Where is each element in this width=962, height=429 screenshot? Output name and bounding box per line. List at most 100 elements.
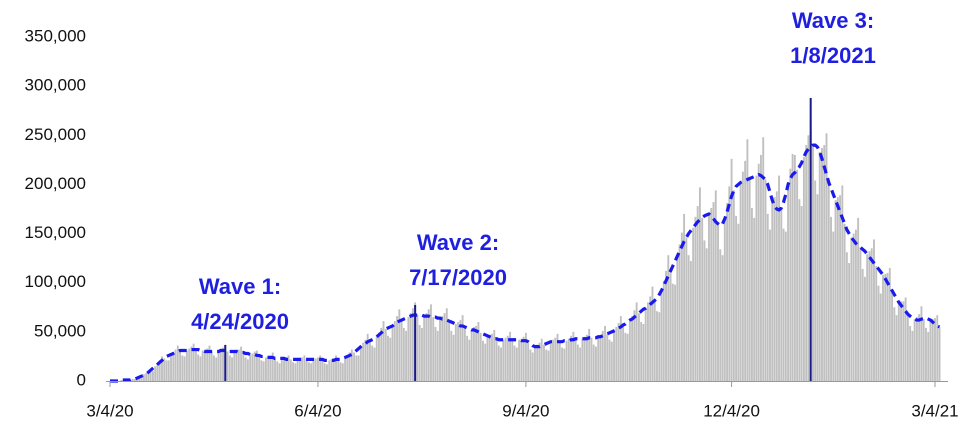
bar: [430, 304, 432, 381]
bar: [531, 352, 534, 381]
bar: [674, 284, 677, 381]
bar: [762, 137, 765, 381]
bar: [154, 366, 157, 381]
bar: [843, 223, 846, 381]
bar: [680, 232, 683, 381]
bar: [938, 326, 941, 381]
bar: [158, 360, 161, 381]
bar: [298, 358, 301, 381]
bar: [418, 324, 421, 381]
bar: [393, 321, 396, 381]
bar: [165, 360, 168, 381]
bar: [133, 379, 136, 381]
bar: [167, 360, 170, 381]
bar: [644, 308, 647, 381]
bar: [416, 315, 419, 381]
bar: [292, 362, 295, 381]
bar: [353, 352, 356, 381]
bar: [554, 337, 557, 381]
bar: [906, 314, 909, 381]
bar: [326, 364, 328, 381]
bar: [545, 349, 548, 381]
bar: [380, 327, 383, 381]
bar: [895, 315, 898, 381]
bar: [701, 217, 704, 381]
bar: [823, 145, 826, 381]
bar: [628, 320, 631, 381]
bar: [172, 352, 175, 381]
bar: [328, 360, 331, 381]
bar: [436, 330, 439, 381]
bar: [237, 349, 240, 381]
bar: [870, 248, 873, 381]
bar: [194, 349, 197, 381]
bar: [782, 228, 785, 381]
bar: [251, 353, 254, 381]
bar: [310, 363, 313, 381]
bar: [484, 343, 487, 381]
bar: [619, 316, 622, 381]
bar: [529, 349, 532, 381]
bar: [509, 331, 512, 381]
x-tick-label: 3/4/21: [911, 401, 958, 420]
bar: [402, 327, 405, 381]
bar: [624, 332, 627, 381]
bar: [567, 338, 570, 381]
bar: [615, 326, 618, 381]
bar: [188, 348, 191, 381]
bar: [233, 351, 236, 381]
bar: [850, 237, 853, 381]
bar: [676, 256, 679, 381]
x-tick-label: 12/4/20: [703, 401, 760, 420]
annotation-text: Wave 3:: [792, 8, 874, 33]
bar: [784, 231, 787, 381]
bar: [341, 363, 344, 381]
bar: [712, 202, 715, 381]
bar: [283, 358, 285, 381]
bar: [581, 338, 584, 381]
bar: [656, 311, 658, 381]
bar: [703, 240, 706, 381]
bar: [355, 355, 358, 381]
bar: [800, 206, 803, 381]
bar: [653, 300, 656, 381]
bar: [832, 231, 835, 381]
bar: [649, 296, 652, 381]
bar: [789, 168, 792, 381]
bar: [448, 321, 450, 381]
bar: [900, 301, 903, 381]
bar: [606, 333, 609, 381]
bar: [667, 255, 670, 381]
bar: [604, 325, 606, 381]
bar: [549, 341, 552, 381]
bar: [798, 199, 801, 381]
bar: [861, 268, 864, 381]
bar: [558, 341, 561, 381]
bar: [502, 339, 505, 381]
bar: [441, 316, 444, 381]
bar: [398, 309, 401, 381]
bar: [773, 197, 776, 381]
bar: [163, 358, 166, 381]
bar: [181, 355, 184, 381]
bar: [839, 195, 842, 381]
bar: [350, 349, 353, 381]
y-tick-label: 100,000: [25, 272, 86, 291]
bar: [830, 216, 832, 381]
bar: [585, 334, 588, 381]
bar: [301, 357, 304, 381]
bar: [366, 333, 369, 381]
bar: [879, 293, 882, 381]
bar: [922, 319, 925, 381]
x-tick-label: 3/4/20: [86, 401, 133, 420]
bar: [226, 351, 229, 381]
x-tick-label: 9/4/20: [502, 401, 549, 420]
bar: [721, 255, 724, 381]
bar: [405, 330, 408, 381]
bar: [285, 357, 288, 381]
bar: [280, 358, 283, 381]
bar: [678, 244, 681, 381]
bar: [468, 339, 471, 381]
bar: [714, 190, 717, 381]
bar: [504, 337, 507, 381]
